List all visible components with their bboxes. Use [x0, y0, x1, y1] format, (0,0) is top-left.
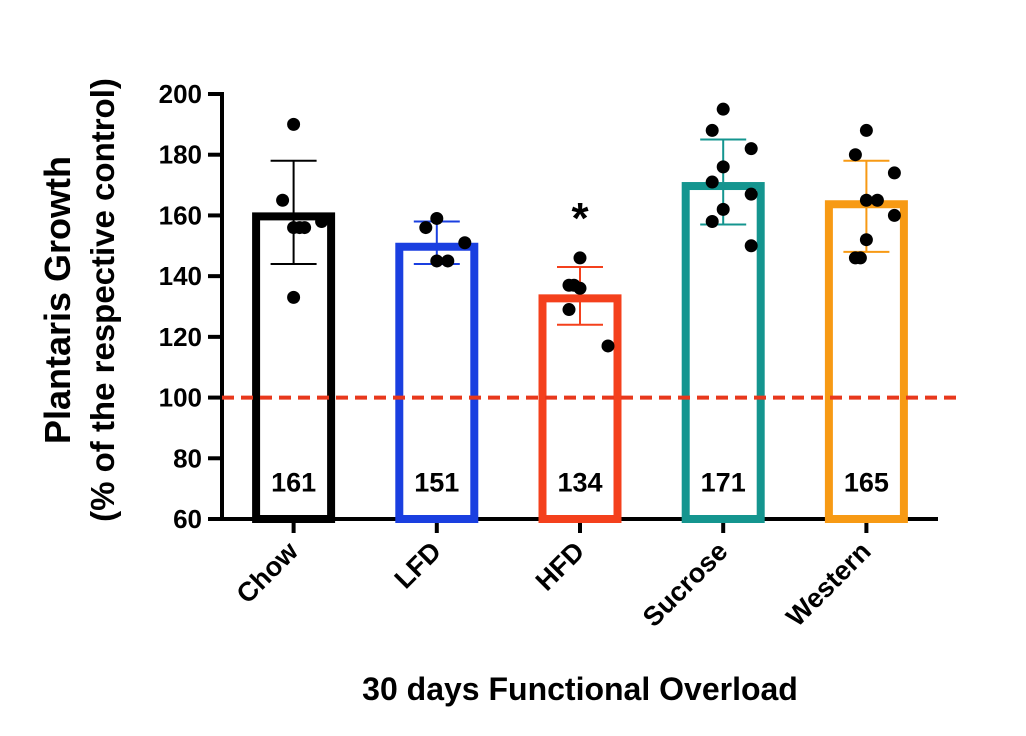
data-point-sucrose	[705, 215, 719, 228]
data-point-chow	[315, 215, 329, 228]
y-tick-label: 100	[159, 383, 202, 413]
data-point-western	[887, 166, 901, 180]
value-label-hfd: 134	[557, 468, 602, 498]
x-tick-label-sucrose: Sucrose	[637, 536, 734, 633]
data-point-western	[853, 251, 867, 265]
data-point-sucrose	[716, 160, 730, 174]
data-point-western	[859, 233, 873, 247]
data-point-chow	[293, 221, 307, 235]
value-label-western: 165	[844, 468, 889, 498]
data-point-western	[870, 193, 884, 207]
y-axis-title-line2: (% of the respective control)	[84, 78, 121, 522]
y-tick-label: 180	[159, 140, 202, 170]
data-point-lfd	[441, 254, 455, 268]
data-point-lfd	[458, 236, 472, 250]
data-point-western	[848, 148, 862, 162]
data-point-hfd	[562, 303, 576, 317]
y-tick-label: 160	[159, 200, 202, 230]
data-point-hfd	[573, 281, 587, 295]
data-point-chow	[287, 290, 301, 304]
y-tick-label: 80	[173, 443, 202, 473]
significance-marker-hfd: *	[571, 194, 589, 243]
bar-lfd	[395, 242, 479, 523]
x-tick-label-lfd: LFD	[389, 536, 447, 594]
value-label-sucrose: 171	[701, 468, 746, 498]
y-tick-label: 60	[173, 504, 202, 534]
data-point-sucrose	[744, 239, 758, 253]
data-point-sucrose	[705, 175, 719, 189]
x-tick-label-chow: Chow	[231, 535, 305, 609]
bars-layer	[252, 102, 908, 524]
labels-layer: 161 151 134 * 171 165 30 days Functional Overl…	[37, 78, 889, 707]
x-axis-title: 30 days Functional Overload	[362, 671, 798, 707]
data-point-sucrose	[744, 142, 758, 156]
data-point-western	[859, 123, 873, 137]
y-tick-label: 200	[159, 79, 202, 109]
value-label-lfd: 151	[414, 468, 459, 498]
data-point-lfd	[430, 254, 444, 268]
x-tick-label-hfd: HFD	[530, 536, 590, 596]
bar-chow	[252, 212, 336, 523]
data-point-lfd	[419, 221, 433, 235]
bar-hfd	[538, 294, 622, 523]
y-axis-title-line1: Plantaris Growth	[37, 156, 78, 444]
data-point-lfd	[430, 211, 444, 225]
y-tick-label: 120	[159, 322, 202, 352]
x-tick-label-western: Western	[780, 536, 876, 632]
data-point-sucrose	[716, 102, 730, 116]
y-tick-label: 140	[159, 261, 202, 291]
data-point-western	[887, 208, 901, 222]
data-point-chow	[287, 117, 301, 131]
data-point-western	[859, 193, 873, 207]
data-point-hfd	[601, 339, 615, 353]
data-point-chow	[276, 193, 290, 207]
data-point-sucrose	[705, 123, 719, 137]
data-point-sucrose	[744, 187, 758, 201]
data-point-hfd	[573, 251, 587, 265]
data-point-sucrose	[716, 202, 730, 216]
value-label-chow: 161	[271, 468, 316, 498]
